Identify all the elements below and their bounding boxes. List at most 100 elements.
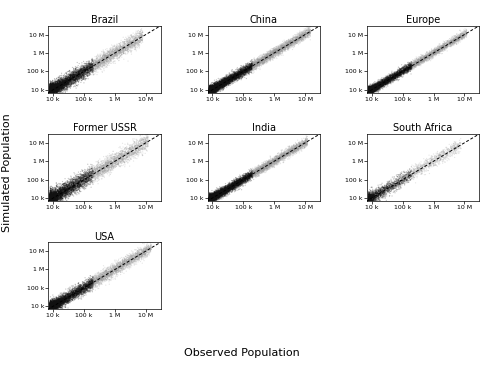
Point [402, 68, 409, 74]
Point [381, 79, 389, 85]
Point [93, 163, 101, 169]
Point [70, 75, 77, 81]
Point [88, 282, 96, 288]
Point [56, 87, 63, 93]
Point [46, 205, 54, 211]
Point [303, 30, 311, 36]
Point [207, 85, 215, 91]
Point [213, 194, 221, 199]
Point [282, 39, 289, 45]
Point [292, 39, 300, 45]
Point [48, 95, 56, 100]
Point [237, 68, 245, 74]
Point [79, 179, 87, 185]
Point [46, 311, 54, 317]
Point [405, 63, 413, 69]
Point [229, 184, 237, 190]
Point [61, 297, 69, 302]
Point [212, 86, 220, 92]
Point [210, 195, 217, 201]
Point [54, 301, 61, 307]
Point [46, 192, 54, 198]
Point [365, 86, 373, 92]
Point [240, 69, 248, 75]
Point [279, 154, 287, 160]
Point [375, 191, 383, 197]
Point [47, 196, 55, 202]
Point [371, 80, 379, 86]
Point [302, 31, 309, 37]
Point [47, 89, 55, 95]
Point [212, 190, 219, 196]
Point [415, 164, 423, 170]
Point [211, 191, 218, 197]
Point [47, 300, 55, 305]
Point [210, 87, 218, 93]
Point [252, 66, 259, 72]
Point [366, 199, 374, 205]
Point [132, 39, 140, 45]
Point [46, 92, 54, 98]
Point [206, 194, 213, 200]
Point [365, 88, 373, 93]
Point [446, 41, 454, 47]
Point [71, 180, 79, 186]
Point [263, 52, 271, 58]
Point [57, 300, 64, 305]
Point [390, 75, 398, 81]
Point [120, 47, 128, 53]
Point [365, 191, 373, 197]
Point [373, 85, 381, 91]
Point [206, 89, 213, 95]
Point [51, 192, 59, 198]
Point [65, 187, 73, 193]
Point [277, 152, 285, 158]
Point [53, 188, 61, 194]
Point [217, 78, 225, 84]
Point [260, 166, 268, 172]
Point [46, 300, 54, 306]
Point [73, 295, 80, 301]
Point [207, 85, 215, 91]
Point [229, 182, 237, 188]
Point [366, 200, 374, 206]
Point [220, 78, 228, 84]
Point [423, 56, 430, 62]
Point [115, 263, 123, 269]
Point [270, 49, 277, 54]
Point [214, 193, 222, 199]
Point [63, 179, 71, 185]
Point [457, 31, 465, 36]
Point [46, 93, 54, 99]
Point [112, 45, 120, 51]
Point [49, 304, 57, 310]
Point [223, 82, 231, 88]
Point [454, 35, 462, 41]
Point [46, 191, 54, 197]
Point [136, 149, 144, 155]
Point [47, 87, 55, 93]
Point [287, 35, 295, 41]
Point [119, 155, 127, 160]
Point [288, 39, 296, 45]
Point [206, 200, 213, 206]
Point [78, 285, 86, 291]
Point [53, 81, 60, 86]
Point [206, 88, 213, 93]
Point [304, 31, 312, 36]
Point [68, 291, 76, 297]
Point [365, 89, 373, 95]
Point [54, 79, 62, 85]
Point [46, 197, 54, 202]
Point [206, 90, 213, 96]
Point [206, 196, 214, 202]
Point [206, 197, 213, 203]
Point [55, 300, 63, 306]
Point [218, 81, 226, 87]
Point [207, 88, 214, 93]
Point [452, 34, 459, 40]
Point [49, 188, 57, 194]
Point [207, 90, 214, 96]
Point [378, 77, 386, 82]
Point [60, 300, 68, 306]
